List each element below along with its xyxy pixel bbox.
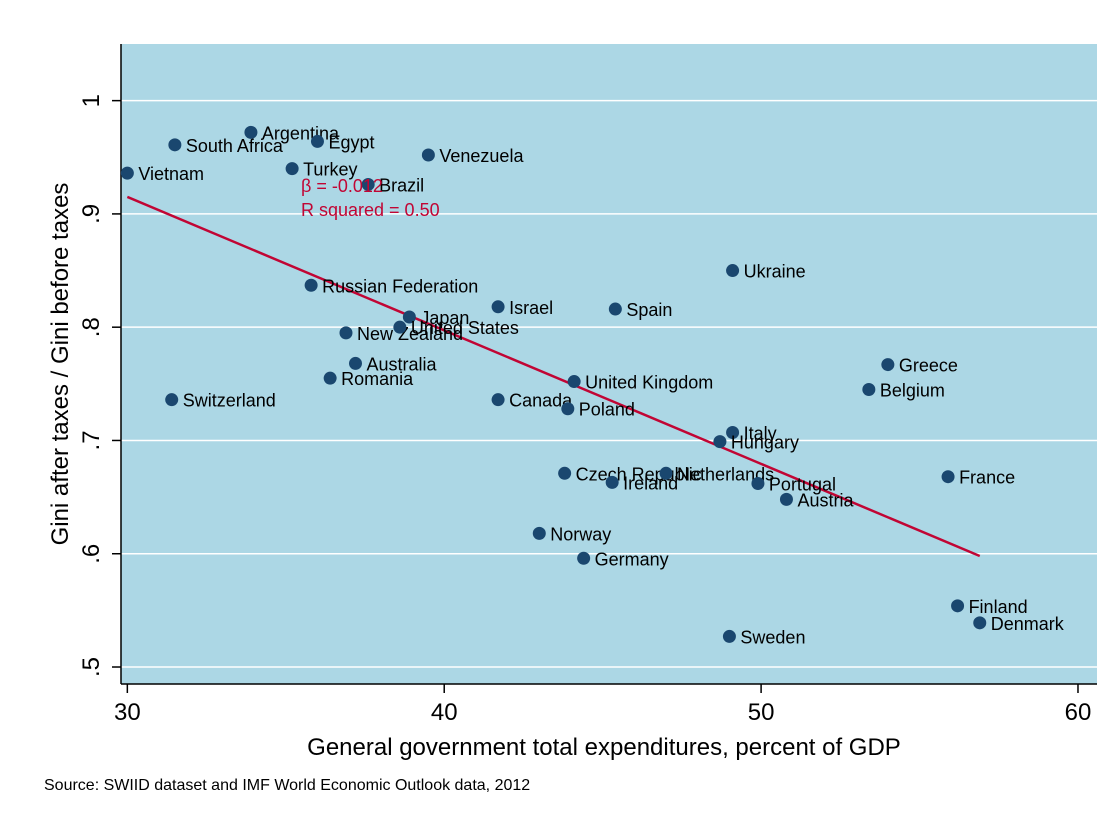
y-tick-label-2: .7: [78, 430, 105, 450]
data-point: [402, 310, 416, 324]
y-tick-label-0: .5: [78, 657, 105, 677]
point-label: Vietnam: [138, 164, 204, 184]
x-tick-label-2: 50: [748, 699, 775, 726]
point-label: Ukraine: [744, 262, 806, 282]
point-label: Sweden: [740, 627, 805, 647]
data-point: [532, 526, 546, 540]
point-label: Denmark: [991, 614, 1065, 634]
annotation-r-squared: R squared = 0.50: [301, 200, 440, 220]
point-label: Ireland: [623, 473, 678, 493]
point-label: Italy: [744, 424, 777, 444]
y-axis-title: Gini after taxes / Gini before taxes: [47, 183, 74, 546]
point-label: Russian Federation: [322, 276, 478, 296]
data-point: [491, 300, 505, 314]
data-point: [951, 599, 965, 613]
data-point: [285, 162, 299, 176]
point-label: Austria: [797, 490, 854, 510]
data-point: [722, 629, 736, 643]
x-axis-title: General government total expenditures, p…: [307, 734, 901, 761]
data-point: [304, 278, 318, 292]
data-point: [361, 177, 375, 191]
point-label: Venezuela: [439, 146, 524, 166]
data-point: [577, 551, 591, 565]
point-label: Germany: [595, 549, 669, 569]
data-point: [779, 492, 793, 506]
point-label: United Kingdom: [585, 373, 713, 393]
data-point: [862, 382, 876, 396]
point-label: France: [959, 468, 1015, 488]
point-label: United States: [411, 318, 519, 338]
y-tick-label-4: .9: [78, 204, 105, 224]
data-point: [310, 134, 324, 148]
point-label: Poland: [579, 400, 635, 420]
data-point: [348, 356, 362, 370]
point-label: South Africa: [186, 136, 284, 156]
point-label: Australia: [366, 354, 437, 374]
data-point: [659, 466, 673, 480]
data-point: [339, 326, 353, 340]
data-point: [558, 466, 572, 480]
point-label: New Zealand: [357, 324, 463, 344]
data-point: [881, 358, 895, 372]
data-point: [605, 475, 619, 489]
data-point: [608, 302, 622, 316]
point-label: Brazil: [379, 175, 424, 195]
plot-area: [121, 44, 1097, 684]
data-point: [491, 393, 505, 407]
data-point: [120, 166, 134, 180]
data-point: [973, 616, 987, 630]
point-label: Greece: [899, 356, 958, 376]
annotation-beta: β = -0.012: [301, 176, 383, 196]
point-label: Japan: [420, 308, 469, 328]
data-point: [323, 371, 337, 385]
x-tick-label-0: 30: [114, 699, 141, 726]
point-label: Egypt: [328, 132, 374, 152]
data-point: [713, 435, 727, 449]
x-axis-ticks: 30 40 50 60: [114, 684, 1091, 726]
point-label: Hungary: [731, 433, 799, 453]
data-point: [561, 402, 575, 416]
point-label: Turkey: [303, 160, 357, 180]
point-label: Romania: [341, 369, 414, 389]
point-label: Norway: [550, 524, 611, 544]
point-label: Netherlands: [677, 464, 774, 484]
data-point: [244, 125, 258, 139]
x-tick-label-1: 40: [431, 699, 458, 726]
point-label: Belgium: [880, 380, 945, 400]
data-point: [726, 426, 740, 440]
data-point: [168, 138, 182, 152]
data-point: [567, 375, 581, 389]
data-point: [421, 148, 435, 162]
y-tick-label-3: .8: [78, 317, 105, 337]
data-point: [165, 393, 179, 407]
point-label: Switzerland: [183, 391, 276, 411]
y-tick-label-1: .6: [78, 544, 105, 564]
data-point: [751, 477, 765, 491]
y-tick-label-5: 1: [78, 94, 105, 107]
point-label: Israel: [509, 298, 553, 318]
fit-line: [126, 195, 981, 558]
y-axis-ticks: .5 .6 .7 .8 .9 1: [78, 94, 121, 677]
point-label: Spain: [626, 300, 672, 320]
data-point: [393, 320, 407, 334]
point-label: Canada: [509, 391, 573, 411]
data-point: [726, 264, 740, 278]
point-label: Portugal: [769, 475, 836, 495]
grid-lines: [121, 99, 1097, 668]
data-point: [941, 470, 955, 484]
x-tick-label-3: 60: [1065, 699, 1092, 726]
point-label: Finland: [969, 597, 1028, 617]
source-note: Source: SWIID dataset and IMF World Econ…: [44, 777, 530, 794]
